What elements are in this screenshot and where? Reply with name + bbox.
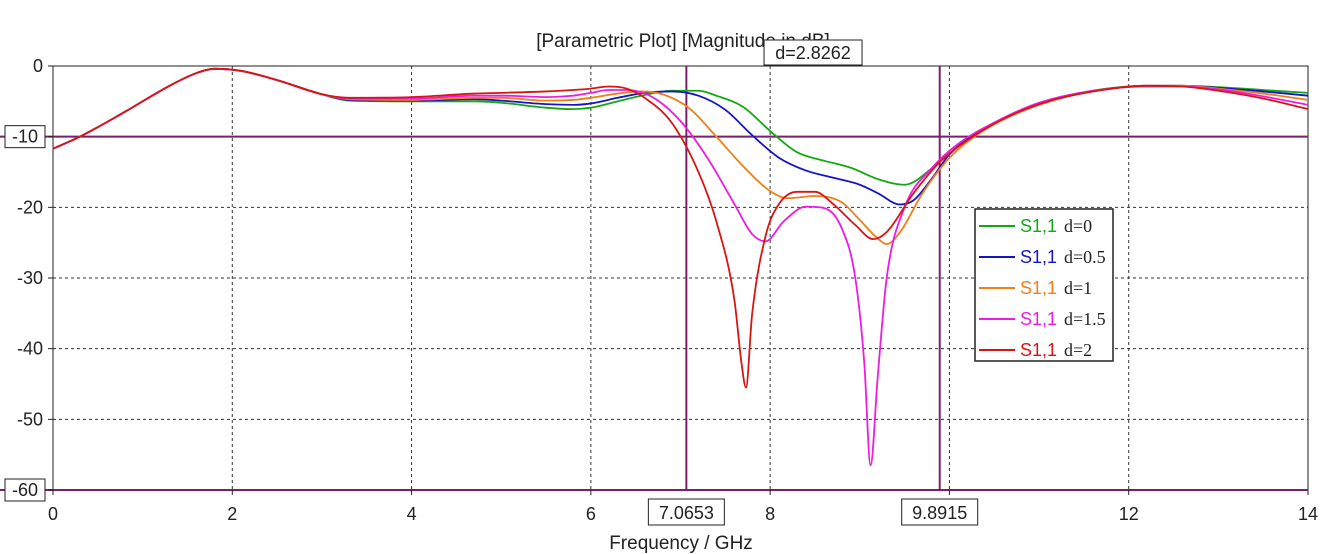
y-marker-box (4, 478, 46, 502)
marker-lines[interactable] (0, 66, 1308, 491)
series-line-4 (52, 67, 1309, 467)
legend: S1,1 d=0 S1,1 d=0.5 S1,1 d=1 S1,1 d=1.5 S1,1 d=2 (974, 208, 1114, 362)
y-tick-label: -40 (17, 339, 43, 359)
x-tick-label: 2 (227, 504, 237, 524)
x-tick-label: 14 (1298, 504, 1318, 524)
y-tick-label: -20 (17, 197, 43, 217)
legend-series-name: S1,1 (1020, 216, 1057, 236)
legend-series-desc: d=0.5 (1064, 247, 1106, 267)
legend-series-desc: d=0 (1064, 216, 1092, 236)
y-marker-text: -10 (12, 127, 38, 147)
legend-entry: S1,1 d=0.5 (979, 247, 1106, 267)
x-marker-text: 9.8915 (912, 503, 967, 523)
legend-series-desc: d=1.5 (1064, 309, 1106, 329)
legend-series-name: S1,1 (1020, 340, 1057, 360)
chart-title: [Parametric Plot] [Magnitude in dB] (536, 31, 830, 52)
series-line-1 (52, 67, 1309, 186)
legend-series-name: S1,1 (1020, 278, 1057, 298)
y-tick-label: -50 (17, 409, 43, 429)
series-line-3 (52, 67, 1309, 245)
legend-entry: S1,1 d=0 (979, 216, 1092, 236)
x-marker-box (647, 498, 725, 526)
x-marker-label[interactable]: 7.0653 (647, 498, 725, 526)
legend-series-name: S1,1 (1020, 309, 1057, 329)
legend-series-name: S1,1 (1020, 247, 1057, 267)
x-tick-label: 6 (586, 504, 596, 524)
y-tick-label: 0 (33, 56, 43, 76)
x-tick-label: 8 (765, 504, 775, 524)
x-tick-label: 12 (1119, 504, 1139, 524)
legend-entry: S1,1 d=2 (979, 340, 1092, 360)
delta-text: d=2.8262 (775, 43, 851, 63)
y-marker-label[interactable]: -60 (4, 478, 46, 502)
x-marker-text: 7.0653 (659, 503, 714, 523)
legend-entry: S1,1 d=1.5 (979, 309, 1106, 329)
series-line-5 (52, 67, 1309, 389)
x-axis-label: Frequency / GHz (609, 533, 753, 554)
x-tick-label: 4 (407, 504, 417, 524)
y-marker-label[interactable]: -10 (4, 125, 46, 149)
grid-lines (53, 66, 1308, 490)
x-marker-box (901, 498, 979, 526)
marker-labels[interactable]: -10 -60 7.0653 9.8915 d=2.8262 (4, 39, 979, 526)
y-marker-text: -60 (12, 480, 38, 500)
axis-ticks: 024681012140-20-30-40-50 (17, 56, 1318, 524)
delta-annotation: d=2.8262 (763, 39, 863, 66)
x-tick-label: 0 (48, 504, 58, 524)
delta-box (763, 39, 863, 66)
y-tick-label: -30 (17, 268, 43, 288)
legend-entry: S1,1 d=1 (979, 278, 1092, 298)
legend-box (974, 208, 1114, 362)
series-lines (52, 67, 1309, 467)
x-marker-label[interactable]: 9.8915 (901, 498, 979, 526)
legend-series-desc: d=1 (1064, 278, 1092, 298)
y-marker-box (4, 125, 46, 149)
legend-series-desc: d=2 (1064, 340, 1092, 360)
